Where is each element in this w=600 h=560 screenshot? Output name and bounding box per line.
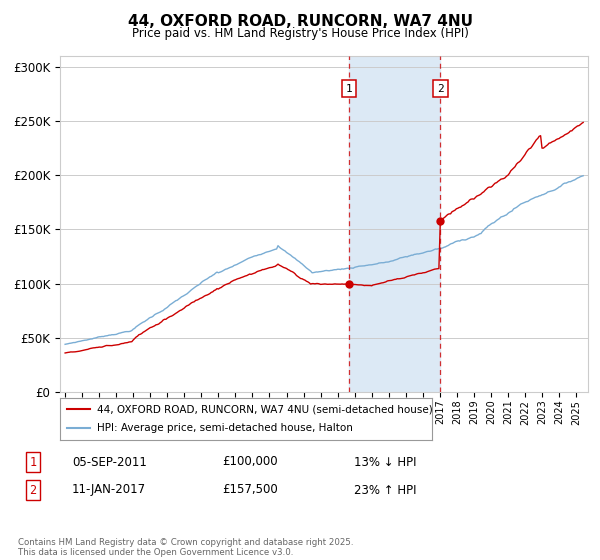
Text: 13% ↓ HPI: 13% ↓ HPI [354, 455, 416, 469]
Text: 44, OXFORD ROAD, RUNCORN, WA7 4NU: 44, OXFORD ROAD, RUNCORN, WA7 4NU [128, 14, 473, 29]
Bar [349, 56, 440, 392]
Text: £100,000: £100,000 [222, 455, 278, 469]
Text: 1: 1 [29, 455, 37, 469]
Text: Contains HM Land Registry data © Crown copyright and database right 2025.
This d: Contains HM Land Registry data © Crown c… [18, 538, 353, 557]
Text: 2: 2 [437, 83, 444, 94]
Text: 44, OXFORD ROAD, RUNCORN, WA7 4NU (semi-detached house): 44, OXFORD ROAD, RUNCORN, WA7 4NU (semi-… [97, 404, 433, 414]
Text: HPI: Average price, semi-detached house, Halton: HPI: Average price, semi-detached house,… [97, 423, 353, 433]
Text: £157,500: £157,500 [222, 483, 278, 497]
Text: 23% ↑ HPI: 23% ↑ HPI [354, 483, 416, 497]
Text: 1: 1 [346, 83, 353, 94]
Text: 2: 2 [29, 483, 37, 497]
Text: 05-SEP-2011: 05-SEP-2011 [72, 455, 147, 469]
Text: 11-JAN-2017: 11-JAN-2017 [72, 483, 146, 497]
Text: Price paid vs. HM Land Registry's House Price Index (HPI): Price paid vs. HM Land Registry's House … [131, 27, 469, 40]
